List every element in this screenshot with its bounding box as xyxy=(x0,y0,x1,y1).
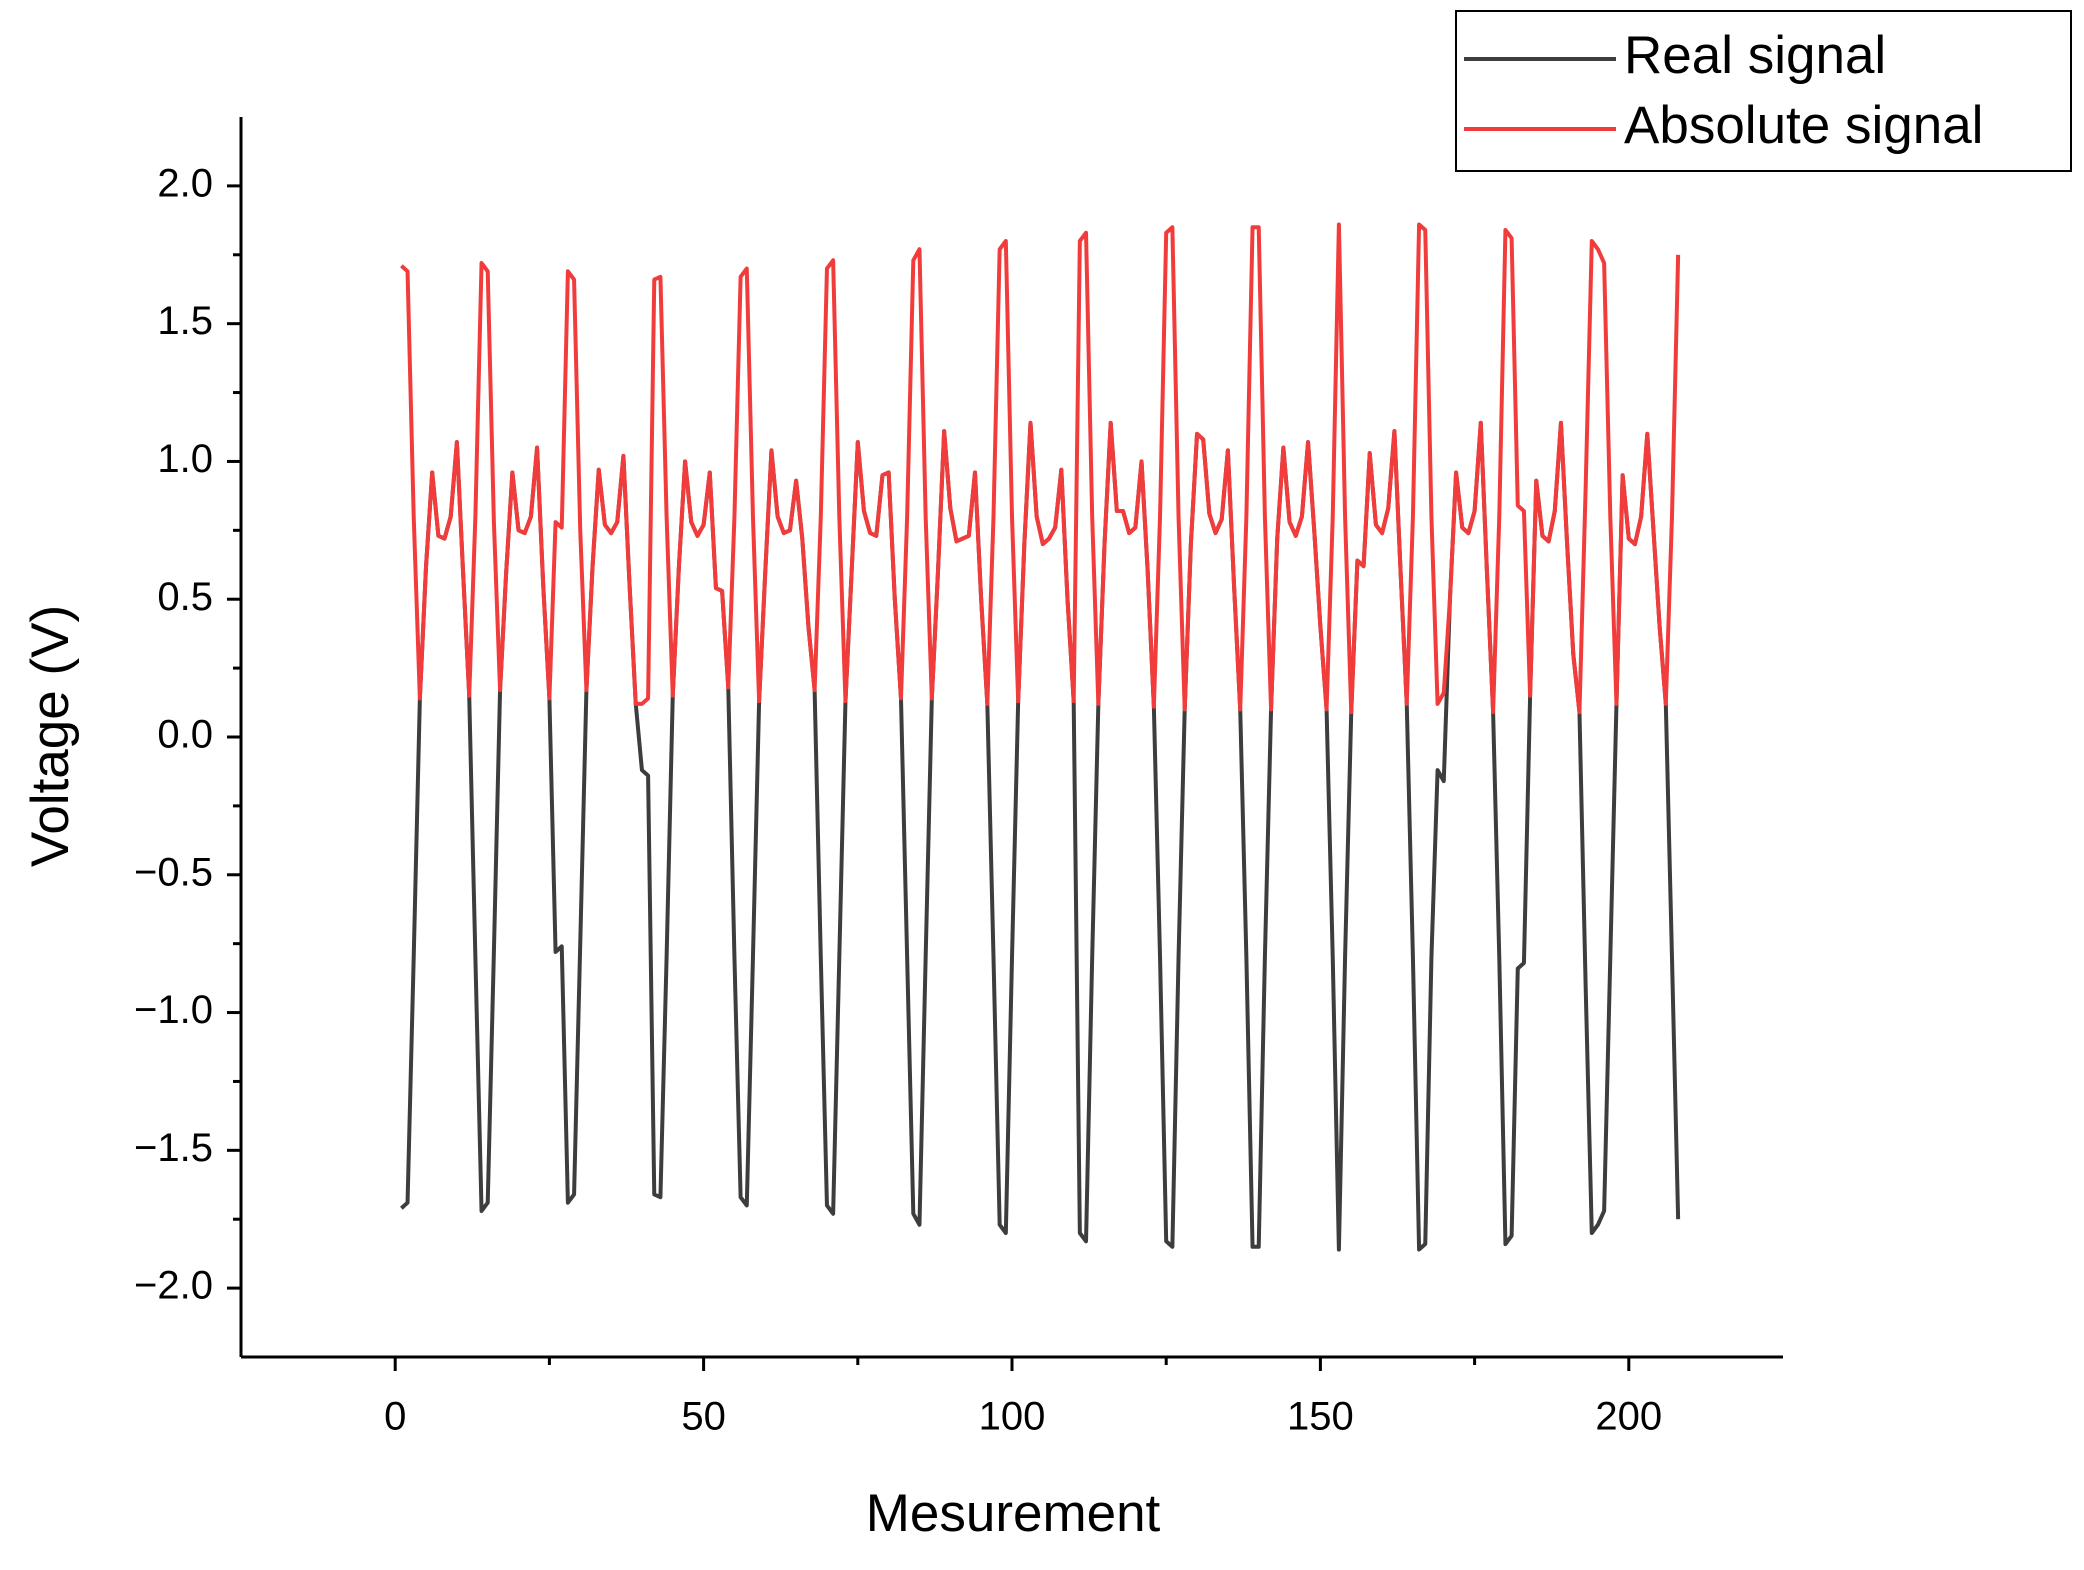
series-line xyxy=(400,222,1681,715)
y-tick-label: 0.0 xyxy=(157,713,213,757)
y-tick-label: 1.0 xyxy=(157,437,213,481)
y-tick-label: 1.5 xyxy=(157,299,213,343)
y-tick-label: −2.0 xyxy=(134,1264,213,1308)
x-tick-label: 200 xyxy=(1595,1395,1662,1439)
x-axis-title: Mesurement xyxy=(866,1484,1161,1543)
y-tick-label: −1.0 xyxy=(134,988,213,1032)
x-tick-label: 150 xyxy=(1287,1395,1354,1439)
y-tick-label: −0.5 xyxy=(134,850,213,894)
legend-box xyxy=(1455,10,2072,172)
x-tick-label: 0 xyxy=(384,1395,406,1439)
legend-label: Absolute signal xyxy=(1624,96,1983,155)
x-tick-label: 100 xyxy=(979,1395,1046,1439)
x-tick-label: 50 xyxy=(681,1395,726,1439)
y-tick-label: 0.5 xyxy=(157,575,213,619)
legend-label: Real signal xyxy=(1624,26,1886,85)
y-axis-title: Voltage (V) xyxy=(21,605,80,867)
y-tick-label: 2.0 xyxy=(157,161,213,205)
y-tick-label: −1.5 xyxy=(134,1126,213,1170)
